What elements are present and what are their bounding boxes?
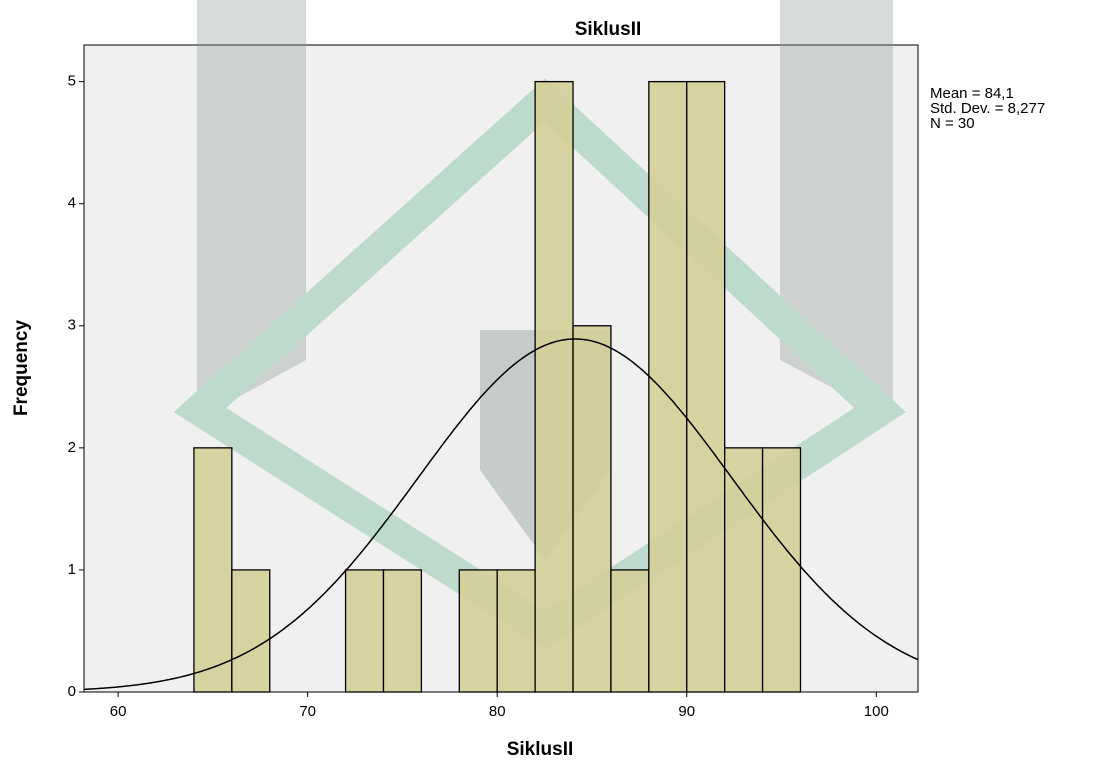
- bar: [725, 448, 763, 692]
- chart: SiklusII SiklusII Frequency Mean = 84,1 …: [0, 0, 1106, 767]
- bar: [763, 448, 801, 692]
- y-tick-label: 0: [68, 683, 76, 700]
- y-tick-label: 5: [68, 73, 76, 90]
- bar: [611, 570, 649, 692]
- chart-title: SiklusII: [575, 19, 642, 40]
- bar: [383, 570, 421, 692]
- bar: [232, 570, 270, 692]
- bar: [687, 82, 725, 692]
- stat-n: N = 30: [930, 115, 975, 132]
- x-tick-label: 80: [489, 703, 506, 720]
- x-tick-label: 70: [299, 703, 316, 720]
- x-tick-label: 60: [110, 703, 127, 720]
- y-tick-label: 1: [68, 561, 76, 578]
- y-tick-label: 4: [68, 195, 76, 212]
- y-tick-label: 2: [68, 439, 76, 456]
- bar: [535, 82, 573, 692]
- x-axis-label: SiklusII: [507, 739, 574, 760]
- bar: [346, 570, 384, 692]
- bar: [497, 570, 535, 692]
- bar: [649, 82, 687, 692]
- bar: [459, 570, 497, 692]
- y-tick-label: 3: [68, 317, 76, 334]
- y-axis-label: Frequency: [11, 320, 32, 417]
- x-tick-label: 90: [678, 703, 695, 720]
- bar: [573, 326, 611, 692]
- bar: [194, 448, 232, 692]
- x-tick-label: 100: [864, 703, 889, 720]
